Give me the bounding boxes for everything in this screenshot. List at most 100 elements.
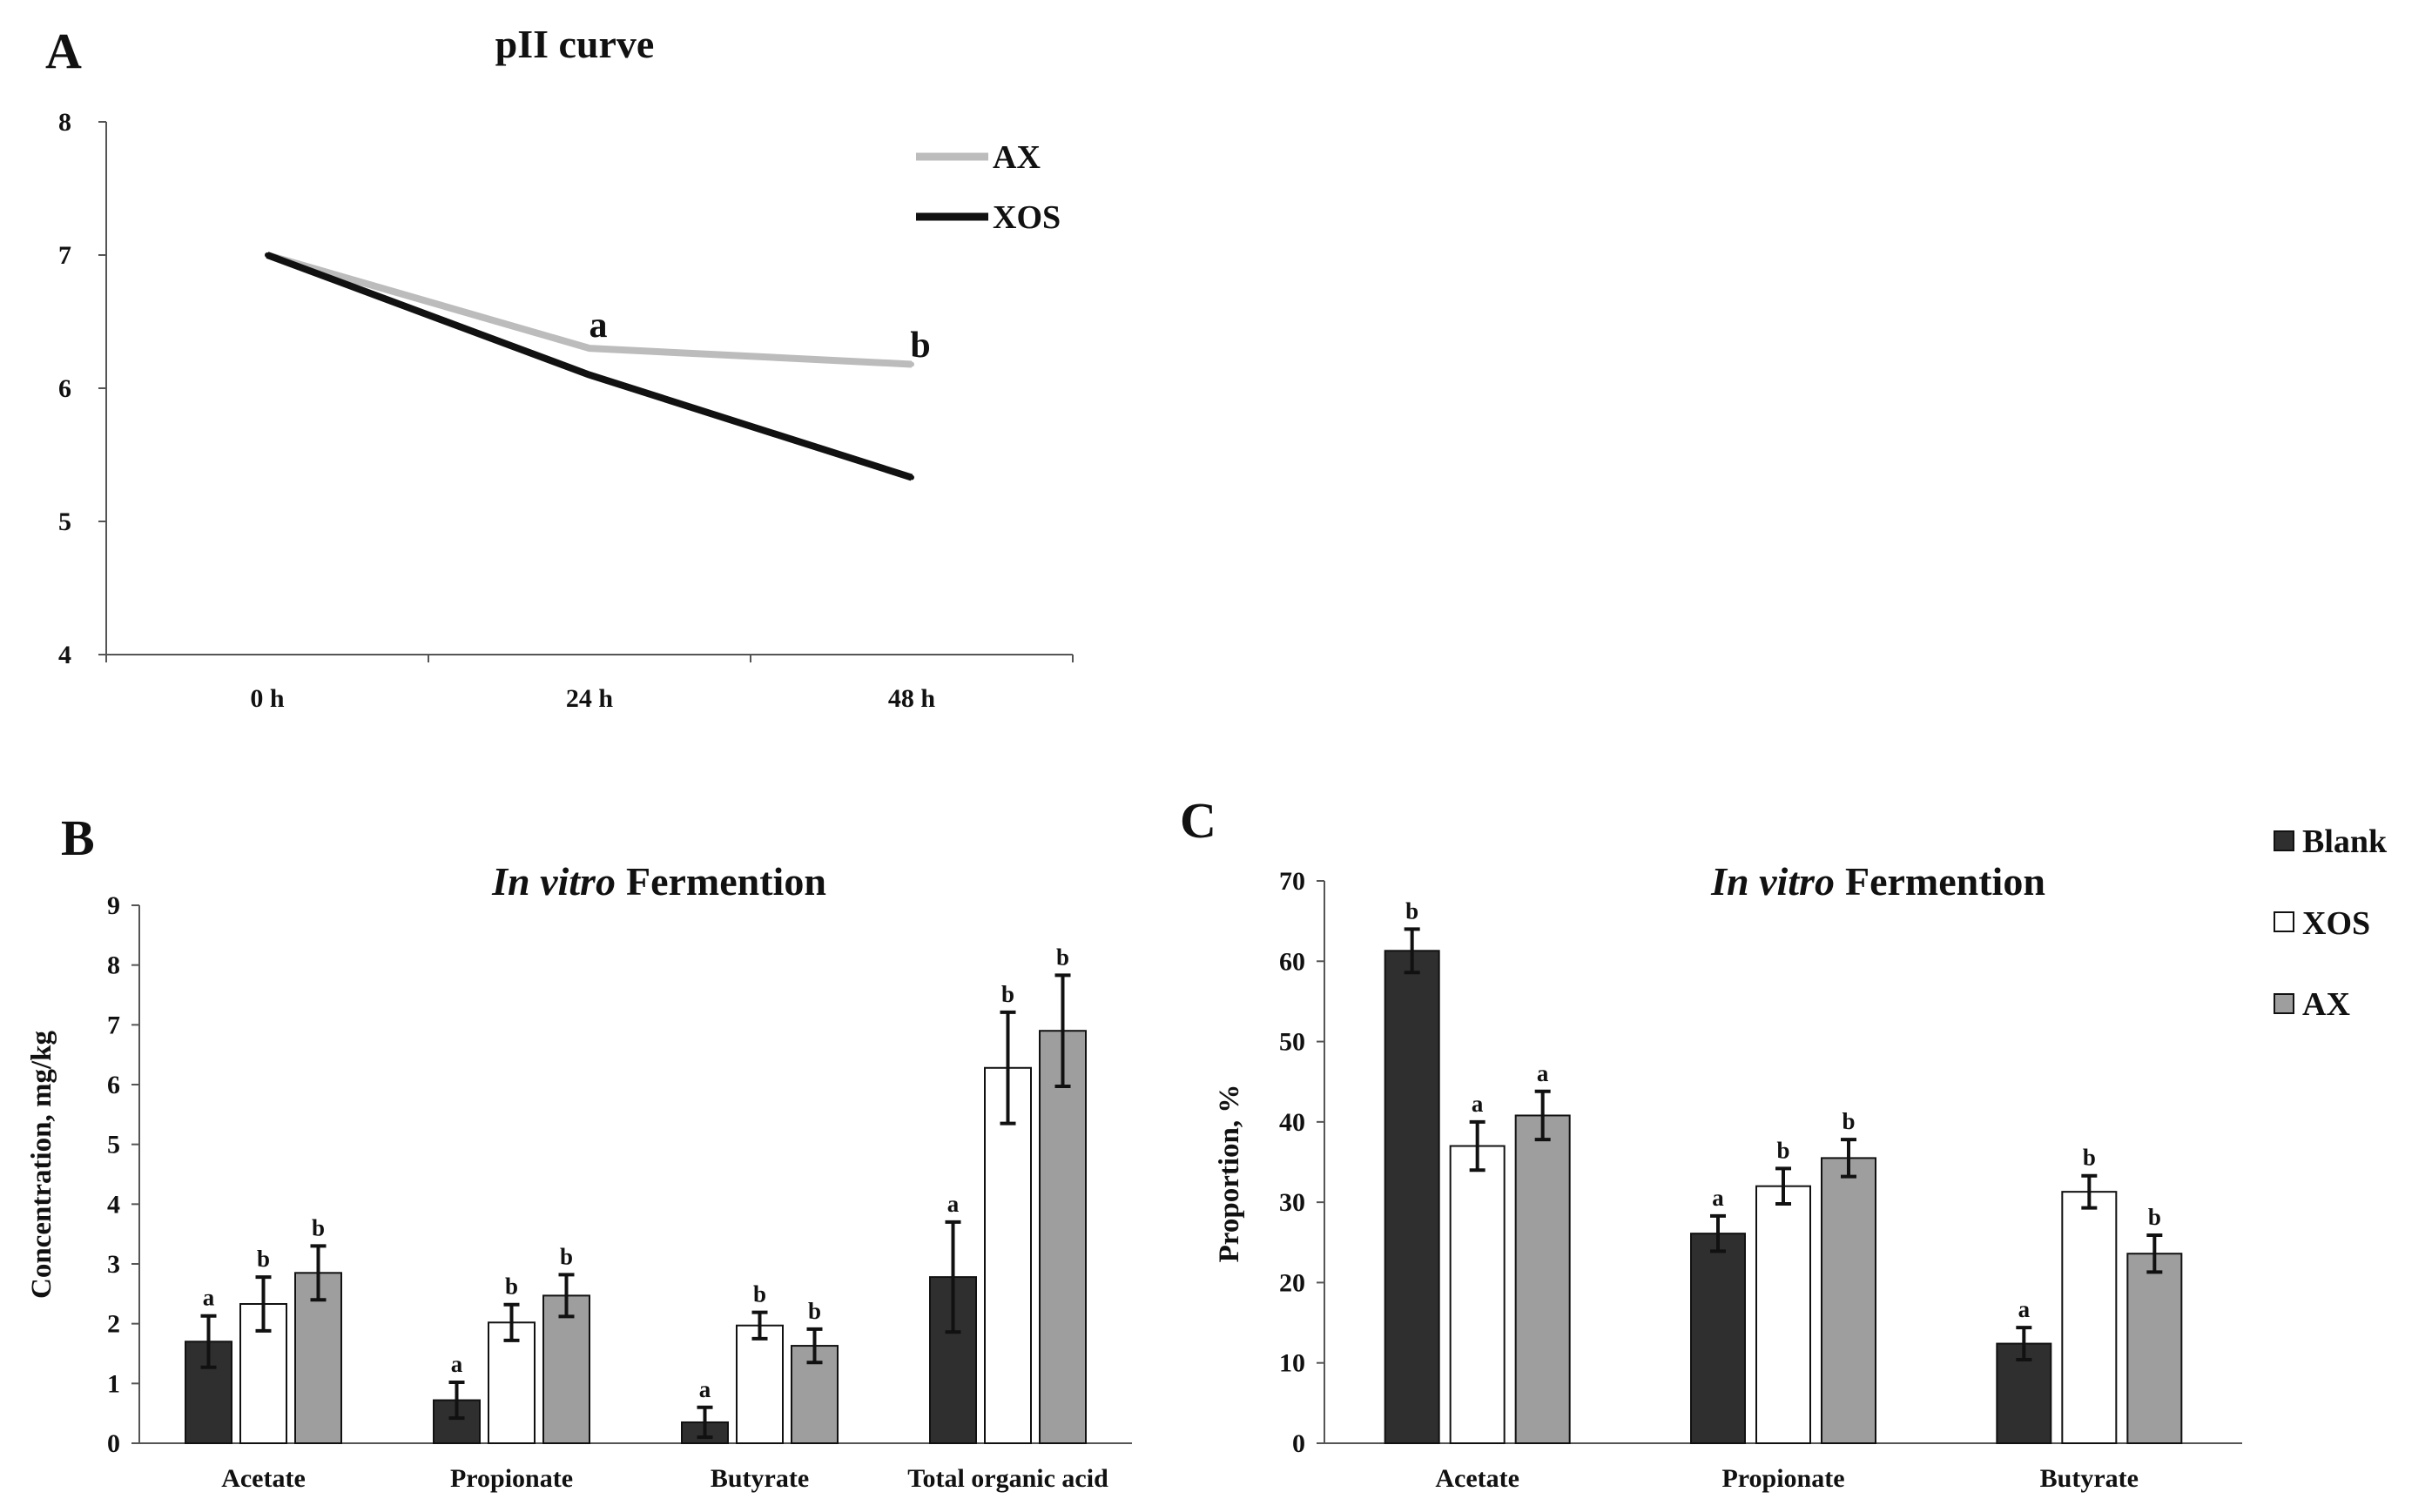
x-tick-label: 24 h [566, 684, 614, 713]
bar-ax [542, 1294, 590, 1444]
bar-xos [488, 1321, 536, 1444]
significance-label: b [1842, 1108, 1855, 1134]
y-tick-label: 3 [107, 1250, 120, 1279]
bar-ax [1514, 1114, 1571, 1444]
y-tick-label: 60 [1279, 947, 1305, 976]
y-tick-label: 8 [58, 108, 71, 137]
data-point-xos [909, 474, 914, 480]
x-tick-label: 0 h [250, 684, 285, 713]
significance-label: b [2148, 1204, 2161, 1230]
panel-c-title-italic: In vitro [1710, 859, 1835, 904]
significance-label: b [505, 1273, 518, 1300]
data-point-ax [909, 361, 914, 367]
y-tick-label: 9 [107, 891, 120, 920]
significance-label: a [1472, 1091, 1484, 1117]
significance-label: a [589, 306, 608, 346]
bar-blank [1384, 950, 1440, 1444]
y-tick-label: 50 [1279, 1028, 1305, 1057]
data-point-xos [587, 372, 592, 378]
y-tick-label: 0 [107, 1429, 120, 1458]
panel-c-bars: b a a a b b a b b [1384, 897, 2183, 1445]
legend-ax-label: AX [993, 139, 1041, 176]
y-tick-label: 6 [107, 1071, 120, 1099]
bar-ax [1039, 1030, 1087, 1444]
data-point-xos [265, 252, 270, 258]
panel-a-letter: A [45, 23, 82, 79]
y-tick-label: 8 [107, 951, 120, 980]
panel-c-x-ticks: Acetate Propionate Butyrate [1435, 1464, 2139, 1493]
panel-c-letter: C [1180, 792, 1216, 849]
panel-b-bars: a b b a b b a b b a b b [185, 944, 1087, 1445]
bar-ax [1821, 1157, 1876, 1445]
panel-b-title: In vitro Fermention [491, 859, 826, 904]
panel-a-y-ticks: 4 5 6 7 8 [58, 108, 106, 669]
data-point-ax [587, 346, 592, 352]
significance-label: b [2083, 1145, 2096, 1171]
bar-xos [1755, 1185, 1811, 1444]
panel-c-legend: Blank XOS AX [2274, 823, 2388, 1023]
panel-b-x-ticks: Acetate Propionate Butyrate Total organic a… [221, 1464, 1108, 1493]
y-tick-label: 10 [1279, 1349, 1305, 1378]
panel-a-series [265, 252, 914, 481]
legend-ax-label-c: AX [2302, 986, 2350, 1023]
significance-label: b [257, 1246, 270, 1272]
panel-a-x-ticks: 0 h 24 h 48 h [105, 655, 1074, 713]
significance-label: a [451, 1351, 463, 1377]
panel-b-y-label: Concentration, mg/kg [26, 1031, 57, 1299]
panel-b-title-italic: In vitro [491, 859, 616, 904]
panel-c-y-ticks: 0 10 20 30 40 50 60 70 [1279, 867, 1324, 1458]
y-tick-label: 2 [107, 1310, 120, 1339]
significance-label: b [1776, 1137, 1789, 1163]
x-tick-label: Acetate [1435, 1464, 1519, 1493]
panel-a-legend: AX XOS [916, 139, 1061, 236]
significance-label: a [203, 1285, 215, 1311]
x-tick-label: 48 h [888, 684, 936, 713]
significance-label: a [1537, 1060, 1549, 1086]
y-tick-label: 5 [107, 1131, 120, 1159]
x-tick-label: Propionate [450, 1464, 573, 1493]
y-tick-label: 20 [1279, 1268, 1305, 1297]
panel-b-letter: B [61, 810, 95, 866]
panel-b-title-rest: Fermention [626, 859, 826, 904]
y-tick-label: 5 [58, 507, 71, 536]
bar-blank [1690, 1233, 1746, 1444]
significance-label: a [699, 1376, 711, 1402]
panel-c-title: In vitro Fermention [1710, 859, 2045, 904]
series-line-xos [266, 252, 913, 481]
significance-label: a [1712, 1185, 1724, 1211]
x-tick-label: Butyrate [2040, 1464, 2139, 1493]
significance-label: a [947, 1191, 960, 1217]
bar-xos [984, 1066, 1032, 1444]
panel-b-y-ticks: 0 1 2 3 4 5 6 7 8 9 [107, 891, 139, 1458]
bar-ax [2126, 1253, 2183, 1444]
significance-label: b [753, 1281, 766, 1307]
panel-c-y-label: Proportion, % [1214, 1085, 1245, 1263]
y-tick-label: 40 [1279, 1108, 1305, 1137]
significance-label: a [2018, 1296, 2031, 1322]
panel-b: B In vitro Fermention Concentration, mg/k… [26, 810, 1132, 1493]
y-tick-label: 1 [107, 1369, 120, 1398]
y-tick-label: 70 [1279, 867, 1305, 896]
bar-xos [2061, 1191, 2118, 1445]
legend-ax-swatch [2274, 993, 2294, 1014]
legend-xos-label: XOS [993, 199, 1061, 236]
bar-xos [736, 1324, 784, 1445]
legend-xos-label-c: XOS [2302, 905, 2370, 942]
legend-blank-swatch [2274, 830, 2294, 851]
significance-label: b [312, 1214, 325, 1240]
panel-c: C In vitro Fermention Proportion, % 0 10 20… [1180, 792, 2388, 1493]
significance-label: b [808, 1298, 821, 1324]
panel-c-title-rest: Fermention [1845, 859, 2045, 904]
x-tick-label: Total organic acid [907, 1464, 1108, 1493]
y-tick-label: 6 [58, 374, 71, 403]
y-tick-label: 7 [58, 241, 71, 270]
significance-label: b [1056, 944, 1069, 970]
y-tick-label: 30 [1279, 1188, 1305, 1217]
y-tick-label: 7 [107, 1011, 120, 1039]
x-tick-label: Butyrate [711, 1464, 809, 1493]
significance-label: b [560, 1243, 573, 1269]
panel-a-title: pII curve [495, 22, 655, 66]
